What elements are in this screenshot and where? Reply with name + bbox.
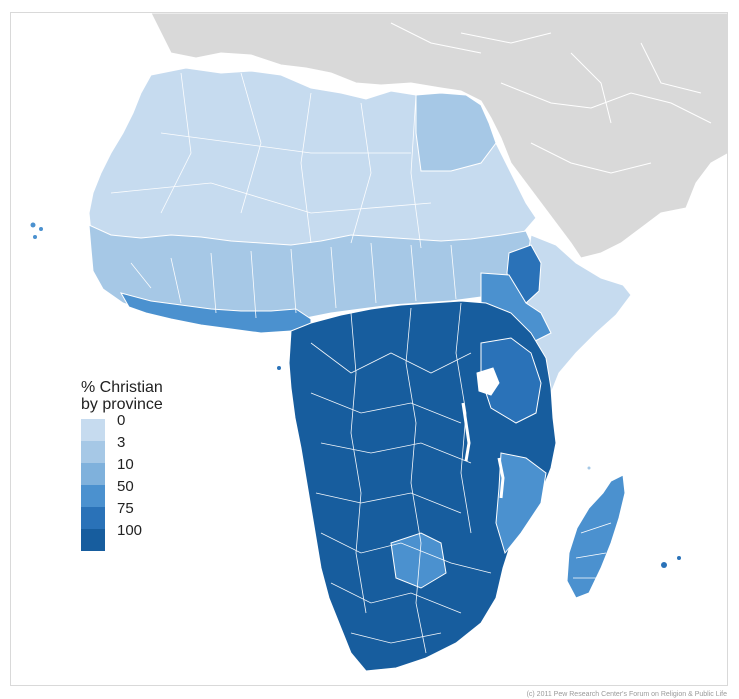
province-borders [110,72,492,654]
comoros-island [587,466,591,470]
legend-label: 10 [117,456,134,473]
legend-label: 3 [117,434,126,451]
legend-label: 50 [117,478,134,495]
legend-item: 100 [81,523,163,551]
legend-label: 75 [117,500,134,517]
botswana-region [390,532,447,589]
africa-map [30,13,727,672]
legend-item: 10 [81,457,163,485]
legend-label: 100 [117,522,143,539]
legend-item: 75 [81,501,163,529]
legend: % Christian by province 0 3 10 50 75 100 [81,379,163,551]
reunion-island [677,556,681,560]
middle-east-borders [390,22,712,174]
credit-text: (c) 2011 Pew Research Center's Forum on … [526,691,727,698]
mozambique-region [495,452,547,555]
madagascar [566,474,626,599]
legend-item: 50 [81,479,163,507]
map-frame: % Christian by province 0 3 10 50 75 100 [10,12,728,686]
legend-swatch [81,463,105,485]
eurasia-land [150,13,727,259]
legend-label: 0 [117,412,126,429]
cape-verde-island [33,235,37,239]
legend-swatch [81,529,105,551]
legend-swatch [81,441,105,463]
legend-swatch [81,507,105,529]
lake-victoria [476,367,500,396]
legend-item: 3 [81,435,163,463]
cape-verde-island [39,227,43,231]
madagascar-borders [573,522,612,579]
egypt-region [415,92,497,172]
legend-item: 0 [81,413,163,441]
legend-swatch [81,485,105,507]
legend-swatch [81,419,105,441]
rift-lakes [461,402,505,499]
legend-rows: 0 3 10 50 75 100 [81,413,163,551]
cape-verde-island [30,222,36,228]
legend-title: % Christian by province [81,379,163,413]
mauritius-island [661,562,667,568]
sao-tome-island [277,366,281,370]
